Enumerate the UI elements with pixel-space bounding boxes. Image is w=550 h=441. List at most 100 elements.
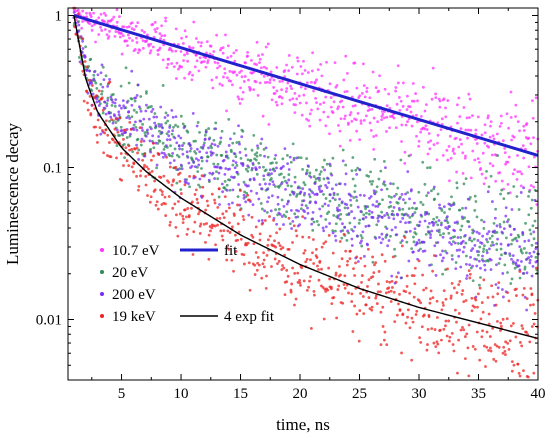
data-point bbox=[293, 175, 297, 179]
data-point bbox=[476, 115, 480, 119]
data-point bbox=[322, 110, 326, 114]
data-point bbox=[101, 108, 105, 112]
data-point bbox=[368, 96, 372, 100]
data-point bbox=[107, 111, 111, 115]
data-point bbox=[282, 266, 286, 270]
data-point bbox=[494, 359, 498, 363]
data-point bbox=[367, 296, 371, 299]
data-point bbox=[232, 152, 236, 155]
data-point bbox=[321, 204, 325, 208]
data-point bbox=[99, 132, 103, 136]
data-point bbox=[309, 275, 312, 279]
data-point bbox=[224, 167, 228, 170]
data-point bbox=[280, 198, 284, 202]
data-point bbox=[347, 192, 351, 196]
data-point bbox=[521, 231, 525, 235]
data-point bbox=[535, 203, 539, 206]
data-point bbox=[469, 176, 473, 180]
data-point bbox=[388, 126, 391, 130]
data-point bbox=[442, 205, 446, 209]
data-point bbox=[421, 85, 425, 89]
data-point bbox=[200, 174, 204, 178]
data-point bbox=[483, 131, 487, 135]
data-point bbox=[461, 171, 465, 175]
data-point bbox=[273, 257, 277, 261]
data-point bbox=[365, 90, 369, 93]
data-point bbox=[292, 192, 296, 196]
data-point bbox=[529, 232, 533, 236]
data-point bbox=[390, 212, 394, 216]
data-point bbox=[457, 338, 461, 342]
data-point bbox=[512, 227, 516, 231]
data-point bbox=[162, 148, 166, 151]
data-point bbox=[283, 293, 287, 296]
data-point bbox=[223, 67, 227, 71]
data-point bbox=[450, 254, 454, 257]
data-point bbox=[242, 180, 246, 184]
data-point bbox=[500, 179, 504, 183]
data-point bbox=[120, 178, 124, 182]
data-point bbox=[164, 16, 167, 20]
data-point bbox=[473, 243, 477, 247]
data-point bbox=[101, 85, 105, 89]
data-point bbox=[379, 290, 382, 294]
data-point bbox=[185, 215, 188, 219]
data-point bbox=[371, 216, 375, 219]
data-point bbox=[331, 196, 335, 200]
data-point bbox=[88, 22, 91, 26]
data-point bbox=[489, 346, 492, 350]
data-point bbox=[350, 300, 354, 303]
data-point bbox=[364, 225, 368, 228]
data-point bbox=[412, 240, 416, 244]
data-point bbox=[334, 273, 338, 277]
data-point bbox=[353, 190, 357, 194]
data-point bbox=[529, 184, 533, 187]
data-point bbox=[304, 172, 308, 176]
data-point bbox=[102, 151, 106, 155]
data-point bbox=[455, 291, 459, 295]
data-point bbox=[94, 125, 97, 129]
data-point bbox=[525, 297, 529, 301]
data-point bbox=[246, 164, 250, 168]
data-point bbox=[228, 206, 231, 210]
data-point bbox=[482, 227, 486, 230]
data-point bbox=[343, 286, 347, 290]
data-point bbox=[436, 192, 440, 196]
data-point bbox=[408, 215, 412, 219]
data-point bbox=[112, 15, 116, 19]
data-point bbox=[343, 90, 347, 94]
data-point bbox=[287, 216, 291, 220]
data-point bbox=[532, 136, 535, 140]
data-point bbox=[348, 138, 352, 142]
data-point bbox=[104, 13, 108, 17]
data-point bbox=[303, 68, 307, 72]
data-point bbox=[344, 172, 348, 176]
data-point bbox=[312, 89, 315, 93]
data-point bbox=[132, 123, 136, 127]
data-point bbox=[102, 106, 106, 110]
data-point bbox=[122, 104, 126, 108]
data-point bbox=[264, 146, 268, 150]
data-point bbox=[498, 225, 502, 229]
data-point bbox=[424, 286, 428, 290]
data-point bbox=[506, 220, 509, 224]
data-point bbox=[255, 268, 259, 272]
data-point bbox=[512, 363, 516, 367]
data-point bbox=[291, 241, 294, 244]
data-point bbox=[352, 267, 355, 271]
data-point bbox=[534, 266, 538, 270]
data-point bbox=[256, 144, 259, 148]
data-point bbox=[368, 307, 372, 311]
data-point bbox=[370, 182, 374, 186]
data-point bbox=[129, 132, 132, 136]
data-point bbox=[298, 278, 301, 282]
data-point bbox=[413, 266, 417, 270]
data-point bbox=[478, 283, 481, 287]
data-point bbox=[247, 261, 251, 265]
data-point bbox=[106, 154, 109, 157]
data-point bbox=[465, 277, 468, 280]
data-point bbox=[401, 216, 405, 220]
data-point bbox=[238, 203, 242, 207]
data-point bbox=[262, 147, 266, 151]
data-point bbox=[503, 349, 507, 353]
